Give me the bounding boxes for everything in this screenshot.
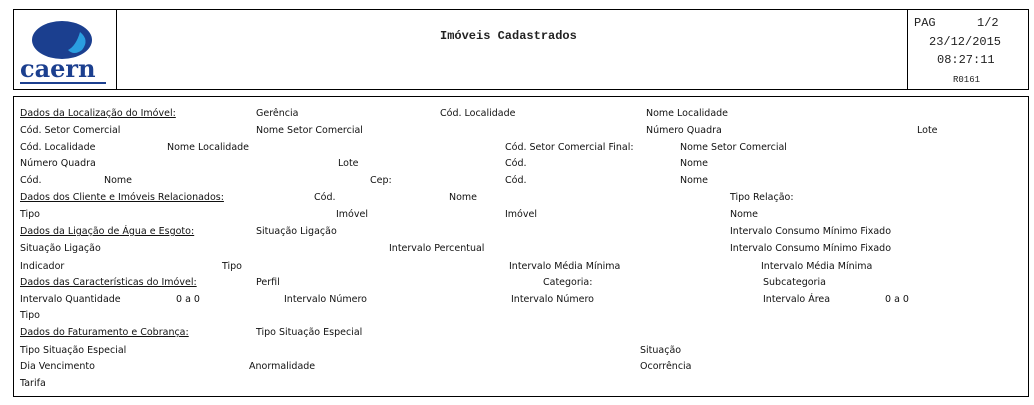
- field-label: Número Quadra: [646, 125, 722, 136]
- field-label: Nome Localidade: [167, 142, 250, 153]
- field-label: Cep:: [370, 175, 392, 186]
- field-label: Número Quadra: [20, 158, 96, 169]
- field-label: Tipo Relação:: [730, 192, 794, 203]
- field-label: Intervalo Média Mínima: [509, 261, 621, 272]
- field-label: Ocorrência: [640, 361, 692, 372]
- field-label: Nome: [680, 175, 709, 186]
- field-label: Intervalo Área: [763, 294, 831, 305]
- section-heading: Dados da Localização do Imóvel:: [20, 108, 176, 119]
- field-label: Categoria:: [543, 277, 593, 288]
- field-label: Tipo: [20, 209, 40, 220]
- field-label: Anormalidade: [249, 361, 316, 372]
- field-label: Nome Setor Comercial: [256, 125, 363, 136]
- field-label: Cód.: [505, 175, 527, 186]
- report-header: [13, 9, 1029, 90]
- report-date: 23/12/2015: [929, 35, 1002, 49]
- field-label: Cód.: [314, 192, 336, 203]
- field-label: Cód. Localidade: [20, 142, 96, 153]
- field-label: Situação Ligação: [256, 226, 337, 237]
- svg-text:caern: caern: [20, 54, 96, 83]
- field-label: Cód.: [505, 158, 527, 169]
- field-label: 0 a 0: [885, 294, 909, 305]
- field-label: Imóvel: [505, 209, 537, 220]
- page-info-cell: [907, 9, 1029, 90]
- field-label: Situação Ligação: [20, 243, 101, 254]
- field-label: Nome Localidade: [646, 108, 729, 119]
- field-label: Lote: [917, 125, 938, 136]
- field-label: Intervalo Número: [284, 294, 367, 305]
- field-label: Nome: [680, 158, 709, 169]
- field-label: Tipo: [20, 310, 40, 321]
- field-label: Imóvel: [336, 209, 368, 220]
- field-label: Tipo: [222, 261, 242, 272]
- field-label: Cód. Setor Comercial: [20, 125, 121, 136]
- field-label: 0 a 0: [176, 294, 200, 305]
- field-label: Nome Setor Comercial: [680, 142, 787, 153]
- page-number: 1/2: [977, 16, 999, 30]
- section-heading: Dados dos Cliente e Imóveis Relacionados…: [20, 192, 224, 203]
- field-label: Intervalo Média Mínima: [761, 261, 873, 272]
- report-code: R0161: [953, 75, 981, 85]
- section-heading: Dados do Faturamento e Cobrança:: [20, 327, 189, 338]
- filter-panel: [13, 96, 1029, 397]
- field-label: Gerência: [256, 108, 299, 119]
- field-label: Intervalo Consumo Mínimo Fixado: [730, 243, 892, 254]
- field-label: Cód.: [20, 175, 42, 186]
- field-label: Nome: [104, 175, 133, 186]
- field-label: Situação: [640, 345, 682, 356]
- field-label: Tipo Situação Especial: [20, 345, 127, 356]
- section-heading: Dados da Ligação de Água e Esgoto:: [20, 226, 195, 237]
- field-label: Cód. Localidade: [440, 108, 516, 119]
- field-label: Perfil: [256, 277, 280, 288]
- field-label: Lote: [338, 158, 359, 169]
- field-label: Intervalo Número: [511, 294, 594, 305]
- logo-cell: caern: [13, 9, 117, 90]
- page-label: PAG: [914, 16, 936, 30]
- report-time: 08:27:11: [937, 53, 995, 67]
- field-label: Intervalo Percentual: [389, 243, 485, 254]
- field-label: Intervalo Quantidade: [20, 294, 121, 305]
- field-label: Nome: [730, 209, 759, 220]
- report-title: Imóveis Cadastrados: [440, 29, 577, 43]
- caern-logo: caern: [20, 21, 106, 84]
- field-label: Tipo Situação Especial: [256, 327, 363, 338]
- field-label: Nome: [449, 192, 478, 203]
- field-label: Tarifa: [20, 378, 46, 389]
- field-label: Indicador: [20, 261, 65, 272]
- field-label: Dia Vencimento: [20, 361, 95, 372]
- section-heading: Dados das Características do Imóvel:: [20, 277, 197, 288]
- field-label: Subcategoria: [763, 277, 826, 288]
- field-label: Intervalo Consumo Mínimo Fixado: [730, 226, 892, 237]
- field-label: Cód. Setor Comercial Final:: [505, 142, 634, 153]
